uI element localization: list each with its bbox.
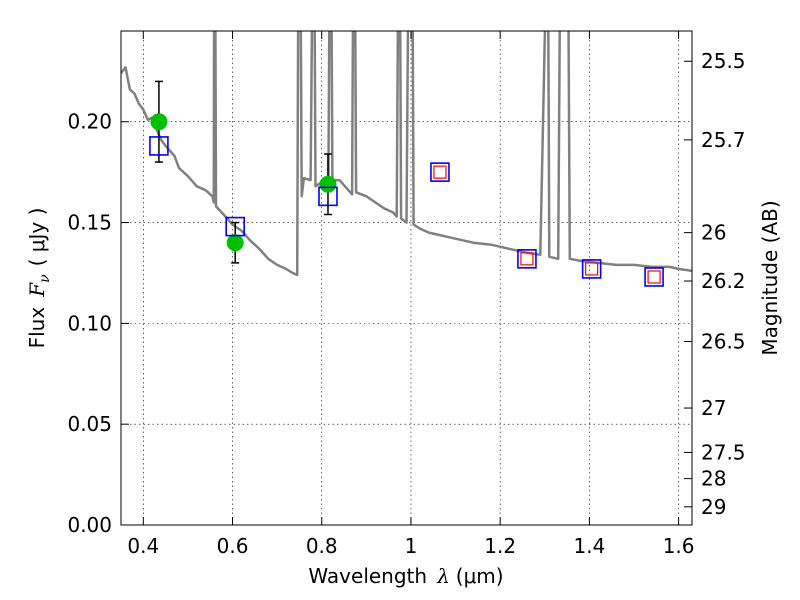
y-tick-label: 0.15	[67, 211, 112, 235]
model-square-inner	[647, 270, 661, 284]
x-tick-label: 1	[405, 534, 418, 558]
y2-tick-label: 28	[701, 467, 726, 491]
x-tick-label: 0.8	[306, 534, 338, 558]
y-tick-label: 0.00	[67, 513, 112, 537]
x-axis-title: Wavelength λ (μm)	[308, 564, 503, 588]
model-square	[149, 136, 169, 156]
model-square	[581, 259, 602, 279]
observed-point	[226, 234, 244, 252]
model-square-inner	[520, 252, 534, 266]
axis-ticks: 0.4 0.6 0.8 1 1.2 1.4 1.6 0.00 0.05 0.10 0.15 0.20 2…	[67, 31, 746, 558]
x-tick-label: 0.4	[127, 534, 159, 558]
model-square-inner	[433, 165, 447, 179]
model-square	[644, 267, 664, 287]
observed-point	[319, 175, 337, 193]
x-tick-label: 1.6	[663, 534, 695, 558]
x-tick-label: 1.4	[573, 534, 605, 558]
y-tick-label: 0.10	[67, 311, 112, 335]
model-square	[430, 162, 450, 182]
model-square-inner	[585, 262, 599, 276]
spectrum-line	[121, 31, 692, 277]
y2-tick-label: 27.5	[701, 440, 746, 464]
y2-tick-label: 27	[701, 396, 726, 420]
observed-point	[150, 113, 168, 131]
model-square	[225, 216, 245, 237]
y-axis-title: FluxFν( μJy )	[25, 208, 53, 349]
y2-tick-label: 29	[701, 495, 726, 519]
y2-tick-label: 25.5	[701, 49, 746, 73]
x-tick-label: 1.2	[484, 534, 516, 558]
y-tick-label: 0.20	[67, 110, 112, 134]
x-tick-label: 0.6	[217, 534, 249, 558]
y-tick-label: 0.05	[67, 412, 112, 436]
model-square	[517, 249, 537, 269]
y2-tick-label: 26	[701, 221, 726, 245]
y2-tick-label: 26.5	[701, 330, 746, 354]
y2-tick-label: 26.2	[701, 269, 746, 293]
plot-frame	[120, 30, 693, 526]
plot-area	[121, 31, 692, 287]
y2-axis-title: Magnitude (AB)	[758, 200, 782, 355]
y2-tick-label: 25.7	[701, 128, 746, 152]
model-square	[318, 186, 338, 207]
